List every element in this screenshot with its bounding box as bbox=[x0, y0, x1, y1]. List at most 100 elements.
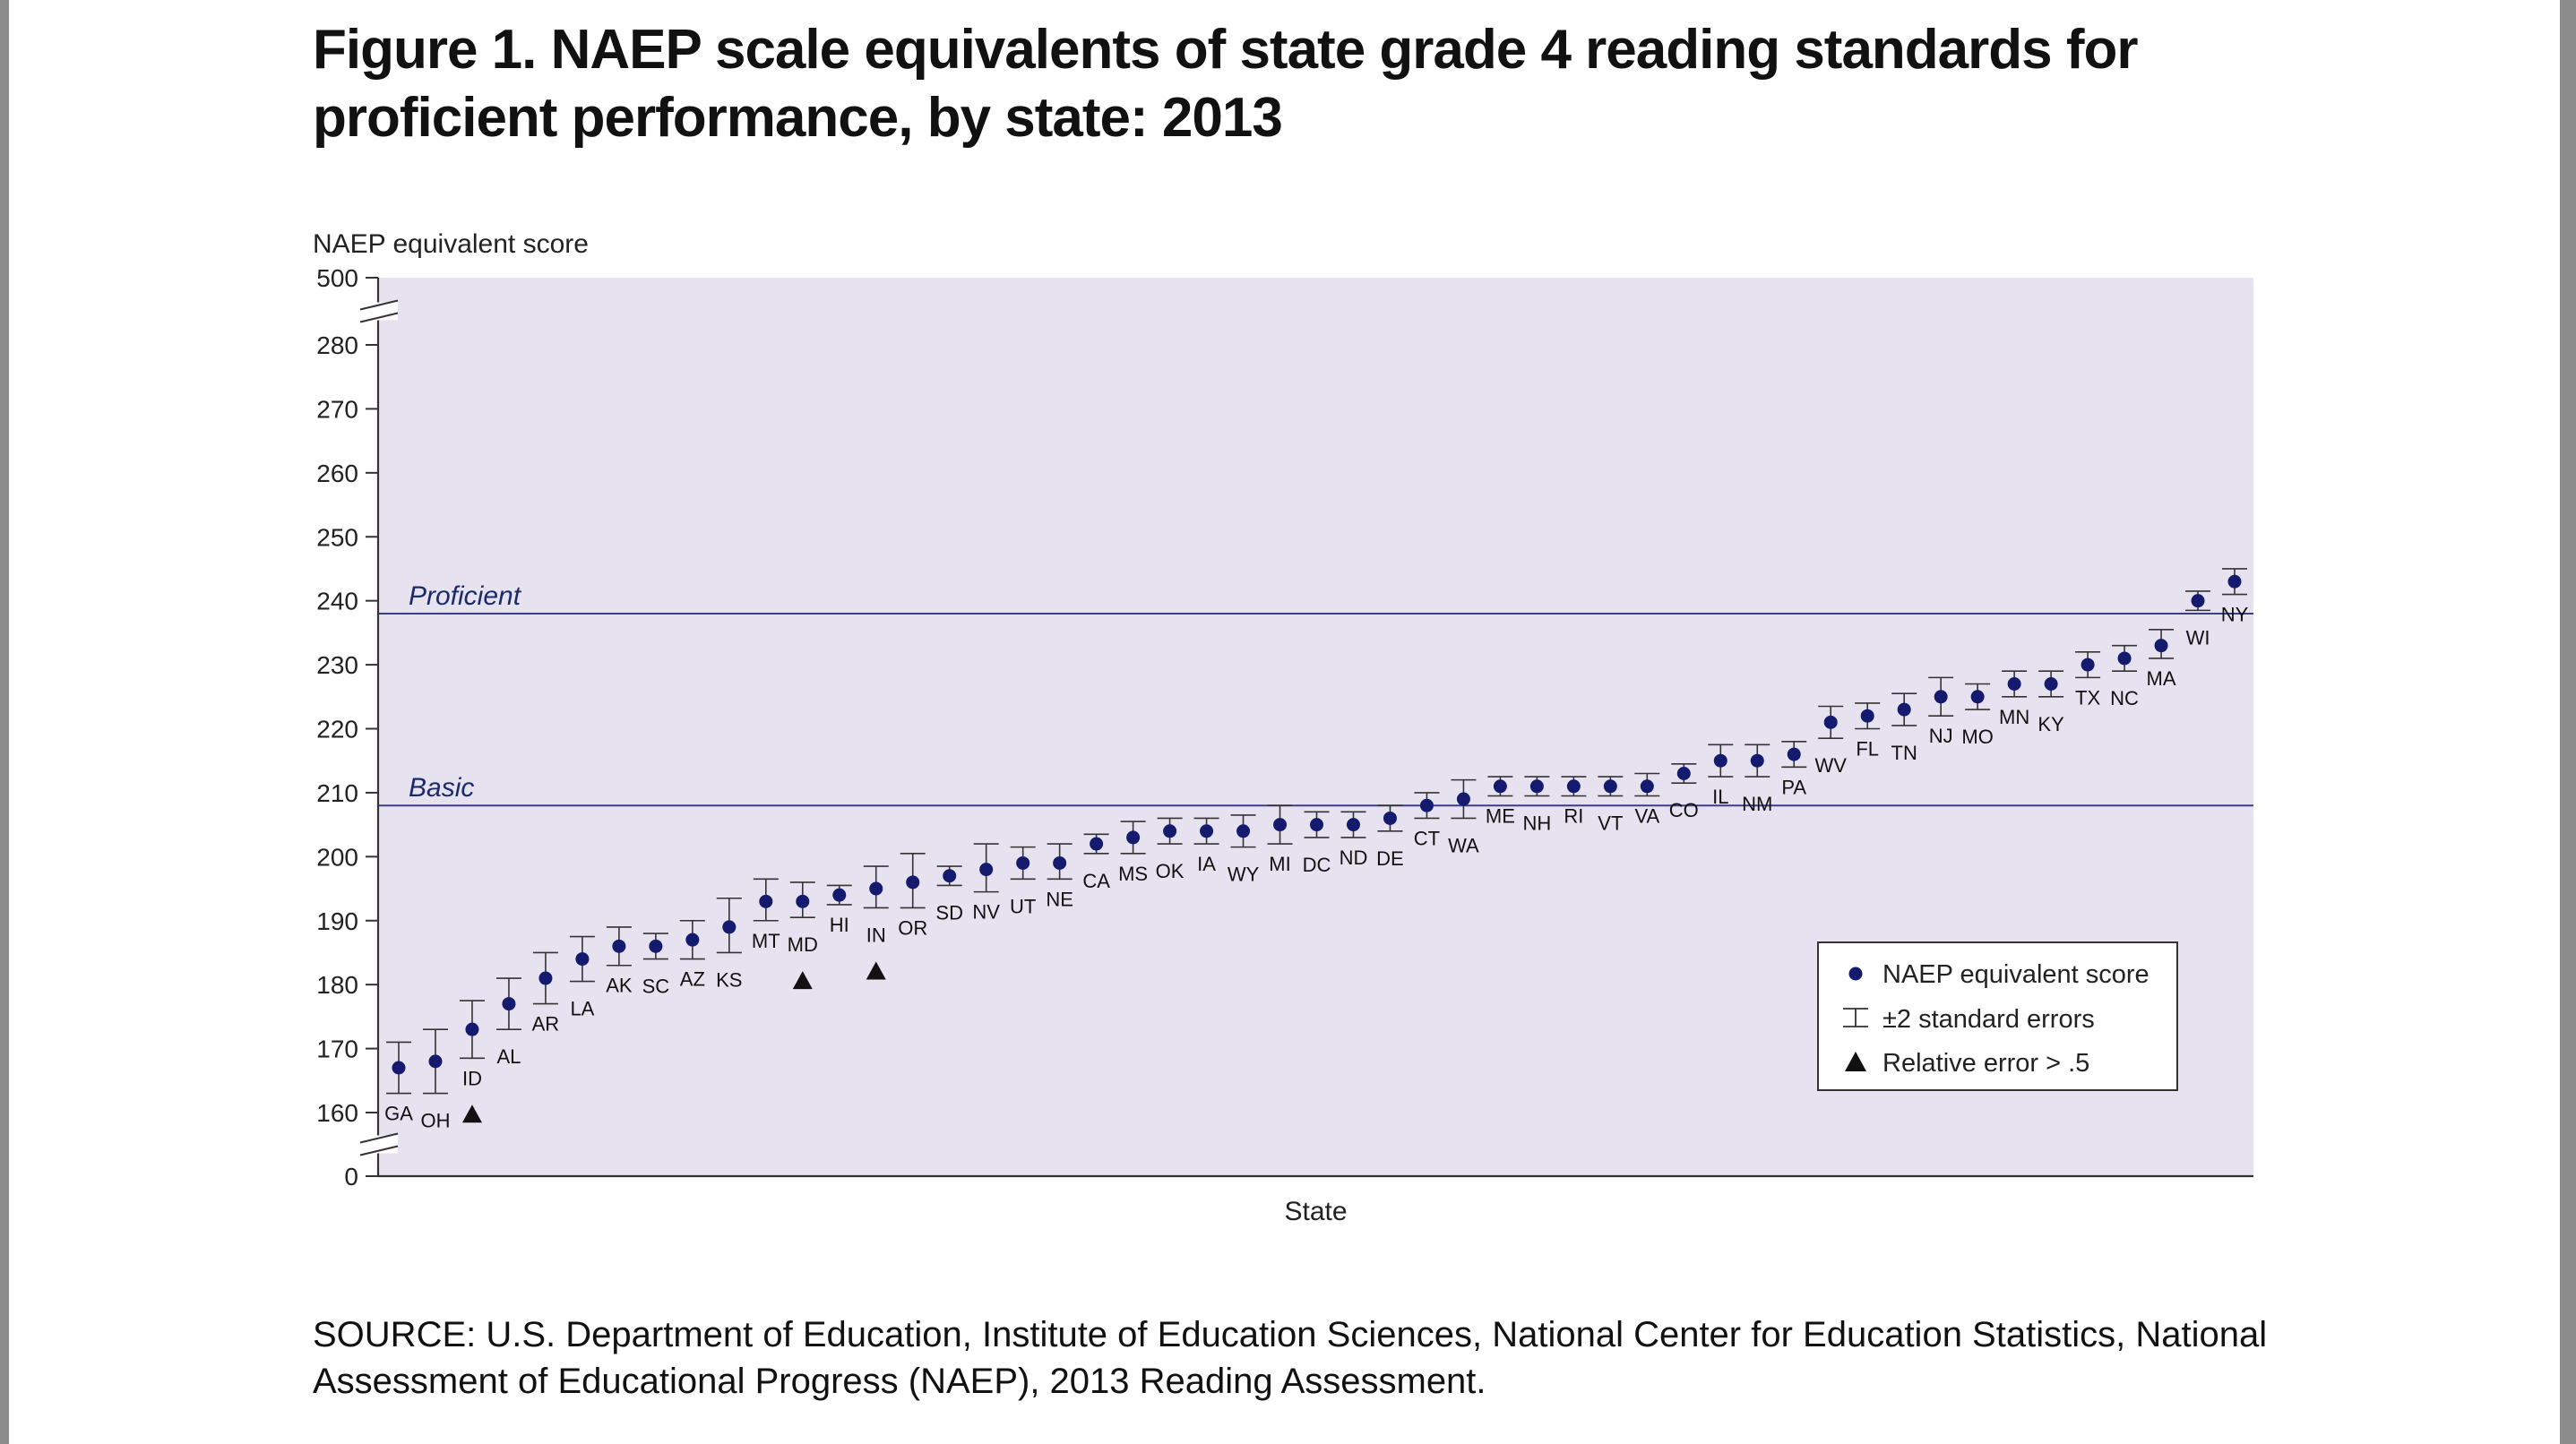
state-label-ct: CT bbox=[1414, 827, 1440, 849]
point-al bbox=[502, 997, 516, 1011]
state-label-wv: WV bbox=[1814, 754, 1847, 777]
state-label-ut: UT bbox=[1010, 895, 1036, 917]
point-mn bbox=[2007, 677, 2021, 692]
state-label-pa: PA bbox=[1781, 776, 1806, 798]
state-label-nm: NM bbox=[1742, 793, 1772, 815]
state-label-ms: MS bbox=[1118, 863, 1148, 885]
y-tick-label: 160 bbox=[316, 1099, 358, 1127]
point-ri bbox=[1566, 779, 1581, 794]
point-nc bbox=[2117, 651, 2132, 666]
state-label-wy: WY bbox=[1228, 864, 1260, 886]
relative-error-marker-id bbox=[461, 1104, 482, 1123]
point-sc bbox=[649, 939, 663, 953]
y-tick-label: 270 bbox=[316, 395, 358, 423]
state-label-wa: WA bbox=[1448, 834, 1479, 856]
state-label-ny: NY bbox=[2221, 604, 2249, 626]
state-label-az: AZ bbox=[680, 968, 705, 991]
point-sd bbox=[943, 869, 957, 883]
point-co bbox=[1676, 766, 1691, 780]
point-pa bbox=[1787, 747, 1801, 761]
state-label-mt: MT bbox=[752, 930, 780, 952]
state-label-al: AL bbox=[496, 1045, 521, 1068]
point-ut bbox=[1016, 855, 1030, 870]
point-wa bbox=[1456, 792, 1470, 806]
state-label-sc: SC bbox=[642, 976, 670, 998]
state-label-or: OR bbox=[898, 916, 927, 939]
relative-error-marker-in bbox=[866, 961, 886, 980]
point-me bbox=[1493, 779, 1507, 794]
point-de bbox=[1383, 811, 1397, 825]
state-label-oh: OH bbox=[420, 1110, 450, 1132]
figure-title: Figure 1. NAEP scale equivalents of stat… bbox=[313, 19, 2139, 149]
state-label-sd: SD bbox=[935, 901, 963, 924]
point-md bbox=[796, 894, 810, 908]
point-ca bbox=[1090, 837, 1104, 851]
state-label-mi: MI bbox=[1269, 853, 1290, 875]
point-or bbox=[906, 875, 920, 890]
state-label-ri: RI bbox=[1564, 804, 1583, 827]
state-label-dc: DC bbox=[1303, 854, 1331, 876]
state-label-ok: OK bbox=[1156, 860, 1185, 882]
state-label-ar: AR bbox=[532, 1013, 560, 1036]
y-axis-title: NAEP equivalent score bbox=[313, 229, 589, 259]
point-mo bbox=[1970, 690, 1985, 704]
y-tick-label: 240 bbox=[316, 588, 358, 615]
state-label-co: CO bbox=[1669, 799, 1699, 821]
state-label-md: MD bbox=[788, 933, 818, 956]
y-tick-label: 180 bbox=[316, 971, 358, 999]
state-label-nh: NH bbox=[1522, 812, 1551, 834]
point-nv bbox=[979, 863, 994, 877]
state-label-nc: NC bbox=[2110, 687, 2139, 709]
point-wy bbox=[1236, 824, 1251, 838]
state-label-nv: NV bbox=[972, 901, 1000, 924]
x-axis-title: State bbox=[1284, 1197, 1347, 1226]
point-hi bbox=[832, 888, 847, 902]
source-note: SOURCE: U.S. Department of Education, In… bbox=[313, 1315, 2268, 1401]
state-label-id: ID bbox=[462, 1067, 482, 1089]
y-tick-label: 170 bbox=[316, 1036, 358, 1063]
x-axis: State bbox=[378, 1174, 2253, 1226]
legend: NAEP equivalent score ±2 standard errors R… bbox=[1817, 941, 2178, 1091]
point-in bbox=[869, 881, 883, 896]
legend-dot-icon bbox=[1848, 967, 1863, 981]
state-label-il: IL bbox=[1712, 786, 1728, 808]
point-ar bbox=[538, 971, 553, 985]
y-tick-label: 200 bbox=[316, 843, 358, 871]
state-label-tx: TX bbox=[2075, 686, 2100, 709]
state-label-ca: CA bbox=[1082, 870, 1110, 892]
point-az bbox=[685, 933, 700, 947]
legend-triangle-icon bbox=[1845, 1052, 1866, 1071]
figure-page: Figure 1. NAEP scale equivalents of stat… bbox=[9, 0, 2560, 1444]
state-label-ga: GA bbox=[384, 1103, 413, 1125]
point-mi bbox=[1273, 818, 1288, 832]
axis-break-mark bbox=[359, 1145, 399, 1156]
y-tick-label: 230 bbox=[316, 651, 358, 679]
state-label-ma: MA bbox=[2147, 667, 2176, 690]
y-tick-label: 190 bbox=[316, 907, 358, 935]
y-tick-label: 0 bbox=[344, 1163, 358, 1190]
point-ne bbox=[1053, 855, 1067, 870]
point-ks bbox=[722, 920, 737, 934]
y-tick-label: 260 bbox=[316, 460, 358, 487]
point-oh bbox=[428, 1054, 443, 1069]
state-label-hi: HI bbox=[830, 914, 849, 936]
y-tick-label: 280 bbox=[316, 331, 358, 359]
point-tn bbox=[1897, 702, 1911, 717]
state-label-tn: TN bbox=[1891, 742, 1917, 764]
state-label-ia: IA bbox=[1197, 853, 1216, 875]
point-vt bbox=[1603, 779, 1617, 794]
point-ak bbox=[612, 939, 626, 953]
point-tx bbox=[2081, 658, 2095, 672]
state-label-ky: KY bbox=[2038, 713, 2064, 735]
point-wv bbox=[1823, 715, 1838, 729]
reference-lines: Proficient Basic bbox=[378, 581, 2253, 807]
point-id bbox=[465, 1022, 479, 1036]
state-label-la: LA bbox=[570, 998, 594, 1020]
point-nd bbox=[1346, 818, 1360, 832]
state-label-in: IN bbox=[866, 924, 886, 946]
point-il bbox=[1713, 753, 1727, 768]
state-label-mn: MN bbox=[1999, 706, 2029, 728]
legend-box bbox=[1817, 941, 2178, 1091]
point-la bbox=[575, 952, 590, 967]
point-nj bbox=[1934, 690, 1948, 704]
